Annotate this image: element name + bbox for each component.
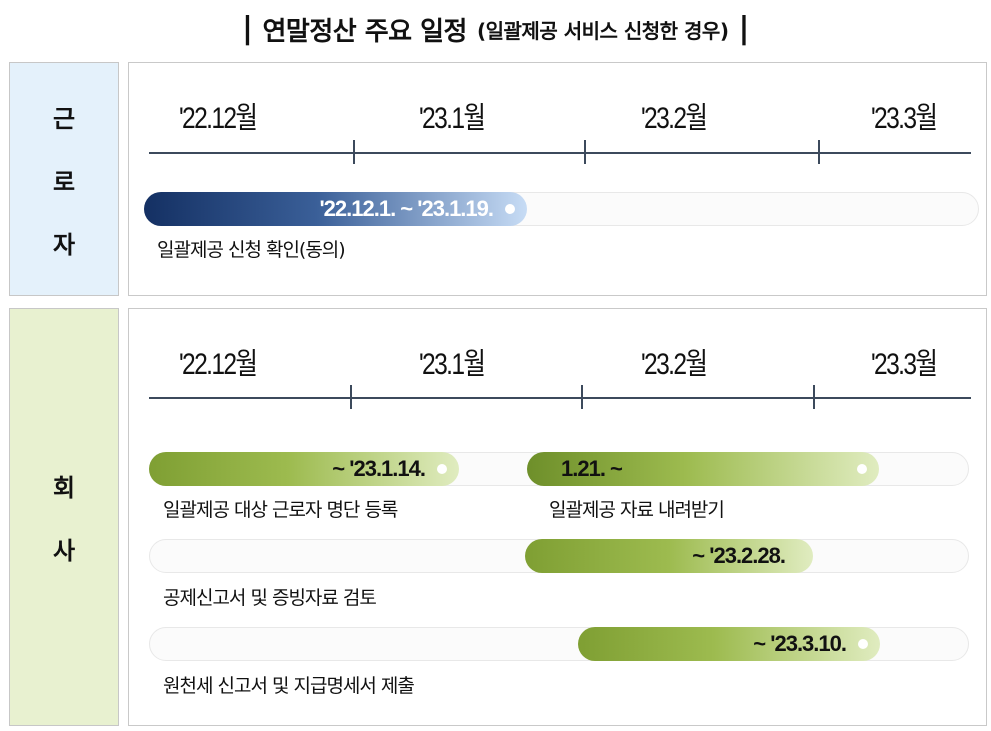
month-label: '23.3월 [871, 348, 938, 381]
title-bar-left: | [242, 11, 253, 46]
title-main: 연말정산 주요 일정 [262, 16, 468, 47]
month-label: '22.12월 [179, 102, 258, 135]
task-bar: ~ '23.3.10. [578, 627, 880, 661]
task-bar: ~ '23.1.14. [149, 452, 459, 486]
chart-title: | 연말정산 주요 일정 (일괄제공 서비스 신청한 경우) | [0, 6, 991, 52]
title-sub: (일괄제공 서비스 신청한 경우) [476, 18, 729, 43]
company-timeline-panel: '22.12월 '23.1월 '23.2월 '23.3월 ~ '23.1.14.… [128, 308, 987, 726]
month-tick [584, 140, 586, 164]
month-tick [353, 140, 355, 164]
month-label: '23.2월 [641, 348, 708, 381]
worker-label-box: 근 로 자 [9, 62, 119, 296]
month-tick [581, 385, 583, 409]
bar-end-dot [437, 464, 447, 474]
timeline-axis [149, 397, 971, 399]
month-tick [350, 385, 352, 409]
title-bar-right: | [738, 11, 749, 46]
company-label-char: 사 [52, 537, 76, 565]
worker-timeline-panel: '22.12월 '23.1월 '23.2월 '23.3월 '22.12.1. ~… [128, 62, 987, 296]
bar-end-dot [505, 204, 515, 214]
task-bar: ~ '23.2.28. [525, 539, 813, 573]
task-bar: 1.21. ~ [527, 452, 879, 486]
task-date: 1.21. ~ [561, 456, 623, 481]
month-tick [813, 385, 815, 409]
worker-label-char: 근 [52, 104, 76, 133]
month-label: '23.1월 [419, 348, 486, 381]
task-bar: '22.12.1. ~ '23.1.19. [144, 192, 527, 226]
task-date: '22.12.1. ~ '23.1.19. [319, 196, 494, 221]
task-date: ~ '23.3.10. [753, 631, 847, 656]
task-date: ~ '23.2.28. [692, 543, 786, 568]
worker-label-char: 로 [52, 167, 76, 196]
month-label: '22.12월 [179, 348, 258, 381]
month-label: '23.1월 [419, 102, 486, 135]
task-label: 일괄제공 자료 내려받기 [549, 499, 725, 521]
timeline-axis [149, 152, 971, 154]
task-label: 일괄제공 대상 근로자 명단 등록 [163, 499, 398, 521]
month-label: '23.3월 [871, 102, 938, 135]
task-label: 일괄제공 신청 확인(동의) [157, 239, 346, 261]
bar-end-dot [857, 464, 867, 474]
worker-label-char: 자 [52, 230, 76, 259]
company-label-box: 회 사 [9, 308, 119, 726]
task-label: 원천세 신고서 및 지급명세서 제출 [163, 675, 415, 697]
month-tick [818, 140, 820, 164]
bar-end-dot [858, 639, 868, 649]
task-date: ~ '23.1.14. [332, 456, 426, 481]
company-label-char: 회 [52, 474, 76, 502]
month-label: '23.2월 [641, 102, 708, 135]
task-label: 공제신고서 및 증빙자료 검토 [163, 587, 377, 609]
